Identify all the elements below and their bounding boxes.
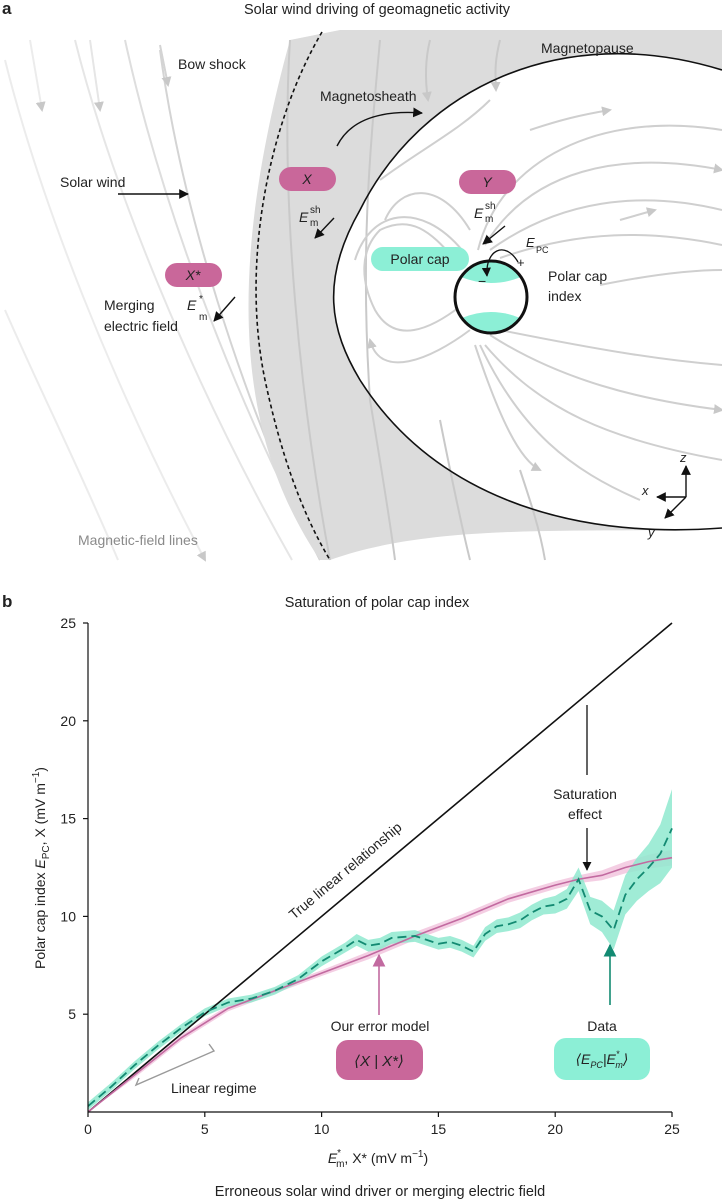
polar-cap-potential-symbol: E PC + − (478, 235, 549, 289)
series-our-error-model (87, 856, 673, 1113)
svg-text:Polar cap: Polar cap (390, 251, 449, 267)
x-tick-label: 25 (664, 1121, 680, 1137)
chart-caption: Erroneous solar wind driver or merging e… (215, 1184, 545, 1200)
polar-cap-index-label-1: Polar cap (548, 268, 607, 284)
svg-text:m: m (485, 214, 493, 225)
error-model-badge: ⟨X | X*⟩ (336, 1040, 423, 1080)
svg-text:m: m (310, 218, 318, 229)
svg-text:z: z (679, 450, 687, 465)
y-tick-label: 15 (60, 811, 76, 827)
magnetosphere-diagram (4, 30, 722, 562)
earth (453, 259, 529, 335)
panel-a-title: Solar wind driving of geomagnetic activi… (244, 2, 511, 18)
sheath-field-symbol-2: E sh m (474, 201, 506, 245)
svg-text:Y: Y (482, 174, 493, 190)
saturation-label-2: effect (568, 806, 602, 822)
y-tick-label: 10 (60, 908, 76, 924)
svg-text:E: E (526, 235, 535, 250)
band-data (88, 789, 672, 1111)
panel-b-letter: b (2, 592, 12, 611)
polar-cap-badge: Polar cap (371, 247, 469, 271)
error-model-label: Our error model (331, 1018, 430, 1034)
svg-text:y: y (647, 525, 656, 540)
svg-text:sh: sh (310, 205, 321, 216)
svg-text:⟨X | X*⟩: ⟨X | X*⟩ (354, 1053, 404, 1070)
svg-text:X*: X* (185, 267, 201, 283)
svg-text:+: + (517, 255, 525, 270)
svg-text:*: * (199, 294, 203, 305)
x-tick-label: 5 (201, 1121, 209, 1137)
series-true-linear-relationship (87, 622, 673, 1113)
polar-cap-chart: 0 5 10 15 20 25 5 10 15 20 25 (60, 615, 680, 1137)
merging-label-1: Merging (104, 297, 155, 313)
x-tick-label: 15 (431, 1121, 447, 1137)
chart-axes: 0 5 10 15 20 25 5 10 15 20 25 (60, 615, 680, 1137)
field-lines-label: Magnetic-field lines (78, 532, 198, 548)
y-tick-label: 5 (68, 1006, 76, 1022)
north-polar-cap (461, 260, 521, 283)
x-tick-label: 20 (547, 1121, 563, 1137)
svg-text:sh: sh (485, 201, 496, 212)
y-axis-label: Polar cap index EPC, X (mV m−1) (31, 767, 52, 969)
solar-wind-label: Solar wind (60, 174, 125, 190)
magnetosphere-field-lines (354, 99, 722, 501)
south-polar-cap (462, 312, 520, 333)
linear-regime-label: Linear regime (171, 1080, 257, 1096)
svg-text:E: E (474, 205, 484, 221)
chart-title: Saturation of polar cap index (285, 595, 470, 611)
bow-shock-line (255, 31, 331, 561)
merging-field-symbol: E * m (187, 294, 236, 323)
linear-regime-bracket (134, 1043, 216, 1087)
y-badge: Y (459, 170, 516, 194)
data-badge: ⟨EPC|E* m⟩ (554, 1038, 650, 1080)
x-badge: X (279, 167, 336, 191)
panel-a-letter: a (2, 0, 12, 18)
polar-cap-index-label-2: index (548, 288, 581, 304)
x-star-badge: X* (165, 263, 222, 287)
x-axis-label: E* m, X* (mV m−1) (328, 1148, 428, 1170)
band-our-error-model (88, 849, 672, 1112)
svg-text:X: X (301, 171, 312, 187)
y-tick-label: 20 (60, 713, 76, 729)
svg-text:PC: PC (536, 245, 549, 255)
svg-text:⟨EPC|E*m⟩: ⟨EPC|E* m⟩ (576, 1049, 629, 1070)
magnetopause-line (332, 52, 722, 531)
data-label: Data (587, 1018, 617, 1034)
magnetosheath-arrow (336, 107, 423, 147)
saturation-label-1: Saturation (553, 786, 617, 802)
bow-shock-label: Bow shock (178, 56, 247, 72)
svg-text:−: − (478, 273, 486, 289)
series-lines (87, 622, 673, 1113)
x-tick-label: 10 (314, 1121, 330, 1137)
axis-triad: z x y (641, 450, 691, 540)
merging-label-2: electric field (104, 318, 178, 334)
true-linear-label: True linear relationship (286, 819, 405, 923)
magnetosheath-label: Magnetosheath (320, 88, 417, 104)
svg-text:m: m (199, 312, 207, 323)
sheath-field-symbol-1: E sh m (299, 205, 335, 239)
magnetopause-label: Magnetopause (541, 40, 634, 56)
svg-text:x: x (641, 483, 649, 498)
x-tick-label: 0 (84, 1121, 92, 1137)
y-tick-label: 25 (60, 615, 76, 631)
svg-text:E: E (187, 297, 197, 313)
svg-text:E: E (299, 209, 309, 225)
series-data (87, 828, 673, 1107)
uncertainty-bands (88, 789, 672, 1112)
